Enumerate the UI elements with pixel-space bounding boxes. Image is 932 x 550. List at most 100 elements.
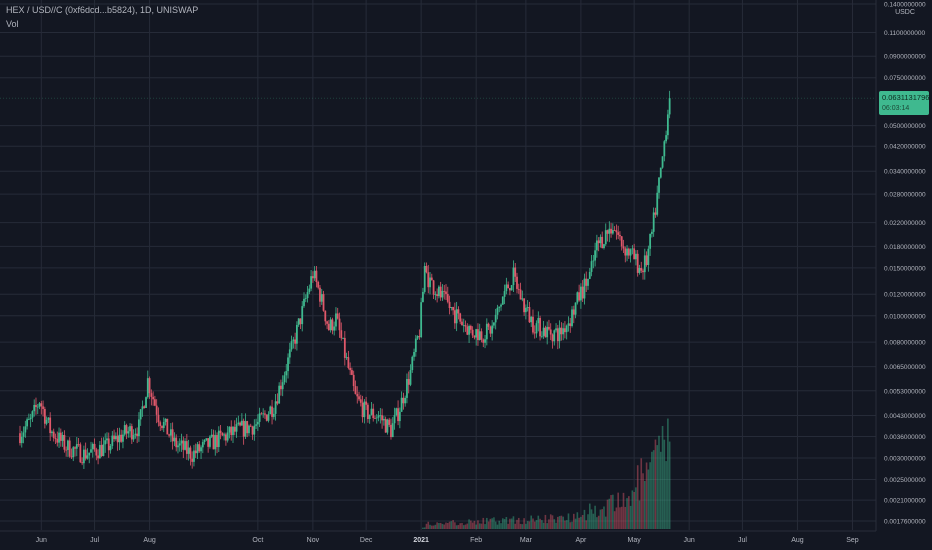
- volume-bar: [555, 522, 557, 529]
- candle-body: [104, 440, 107, 445]
- candle-body: [343, 337, 346, 358]
- candle-body: [214, 435, 217, 450]
- volume-bar: [638, 500, 641, 529]
- candle-body: [86, 455, 89, 459]
- candle-body: [47, 417, 50, 420]
- volume-bar: [517, 517, 520, 529]
- candle-body: [139, 409, 142, 420]
- last-price-value: 0.0631131796: [882, 93, 930, 102]
- price-unit-label: USDC: [879, 9, 931, 16]
- volume-bar: [624, 506, 627, 529]
- candle-body: [521, 298, 524, 300]
- time-tick-label: Aug: [143, 537, 156, 544]
- volume-bar: [507, 523, 509, 529]
- candle-body: [351, 370, 353, 375]
- candle-body: [127, 431, 130, 434]
- price-tick-label: 0.0030000000: [884, 455, 926, 462]
- price-tick-label: 0.0017600000: [884, 519, 926, 526]
- candle-body: [549, 329, 552, 335]
- candle-body: [352, 374, 355, 387]
- volume-bar: [532, 518, 534, 529]
- volume-bar: [464, 524, 467, 529]
- candle-body: [288, 349, 291, 358]
- candle-body: [390, 424, 392, 438]
- candle-body: [306, 292, 309, 299]
- price-tick-label: 0.0900000000: [884, 54, 926, 61]
- candle-body: [532, 316, 534, 333]
- candle-body: [413, 352, 415, 357]
- candle-body: [434, 294, 437, 296]
- candle-body: [507, 284, 510, 289]
- candle-body: [448, 301, 451, 308]
- price-tick-label: 0.0280000000: [884, 192, 926, 199]
- candle-body: [118, 434, 121, 443]
- candle-body: [296, 324, 298, 344]
- volume-bar: [436, 522, 438, 529]
- volume-bar: [642, 473, 644, 529]
- volume-bar: [592, 513, 595, 529]
- candle-body: [523, 298, 525, 313]
- candle-body: [299, 318, 302, 325]
- candle-body: [317, 281, 320, 288]
- candle-body: [519, 289, 522, 300]
- volume-bar: [645, 462, 648, 529]
- candle-body: [452, 307, 454, 311]
- volume-bar: [548, 519, 550, 529]
- volume-bar: [500, 523, 502, 529]
- volume-bar: [431, 525, 433, 529]
- candle-body: [264, 413, 266, 415]
- candle-body: [107, 438, 110, 451]
- volume-bar: [647, 469, 650, 529]
- candle-body: [574, 302, 577, 315]
- candle-body: [377, 415, 380, 418]
- time-tick-label: Nov: [307, 537, 320, 544]
- candle-body: [510, 285, 513, 291]
- price-tick-label: 0.0420000000: [884, 144, 926, 151]
- candle-body: [386, 419, 389, 433]
- candle-body: [546, 326, 549, 338]
- volume-bar: [644, 480, 646, 529]
- volume-bar: [473, 520, 476, 529]
- candle-body: [611, 230, 614, 234]
- candle-body: [498, 306, 501, 308]
- volume-bar: [496, 524, 499, 529]
- candle-body: [636, 253, 639, 273]
- candle-body: [487, 323, 490, 327]
- candle-body: [45, 419, 48, 424]
- candle-body: [136, 433, 139, 437]
- candle-body: [658, 177, 660, 193]
- candle-body: [374, 418, 376, 419]
- candle-body: [441, 290, 444, 298]
- candle-body: [152, 396, 155, 400]
- candle-body: [556, 328, 559, 342]
- candle-body: [138, 419, 140, 437]
- candle-body: [191, 458, 194, 462]
- volume-bar: [640, 458, 643, 529]
- volume-bar: [659, 451, 662, 529]
- candle-body: [315, 270, 318, 282]
- candle-body: [281, 382, 284, 390]
- candle-body: [565, 325, 568, 333]
- candle-body: [384, 418, 387, 433]
- candle-body: [659, 167, 662, 178]
- candle-body: [581, 286, 584, 299]
- candle-body: [400, 397, 403, 412]
- candle-body: [500, 304, 502, 307]
- candle-body: [626, 248, 628, 256]
- candle-body: [320, 294, 323, 302]
- candle-body: [278, 385, 281, 404]
- volume-bar: [608, 498, 611, 529]
- candle-body: [292, 339, 295, 342]
- candle-body: [422, 291, 424, 303]
- candle-body: [619, 234, 621, 237]
- price-tick-label: 0.1100000000: [884, 30, 925, 37]
- candle-body: [233, 426, 236, 432]
- candle-body: [113, 435, 115, 440]
- candle-body: [324, 310, 327, 322]
- candle-body: [193, 450, 195, 462]
- volume-bar: [631, 490, 634, 529]
- candle-body: [19, 433, 21, 444]
- candle-body: [367, 404, 369, 419]
